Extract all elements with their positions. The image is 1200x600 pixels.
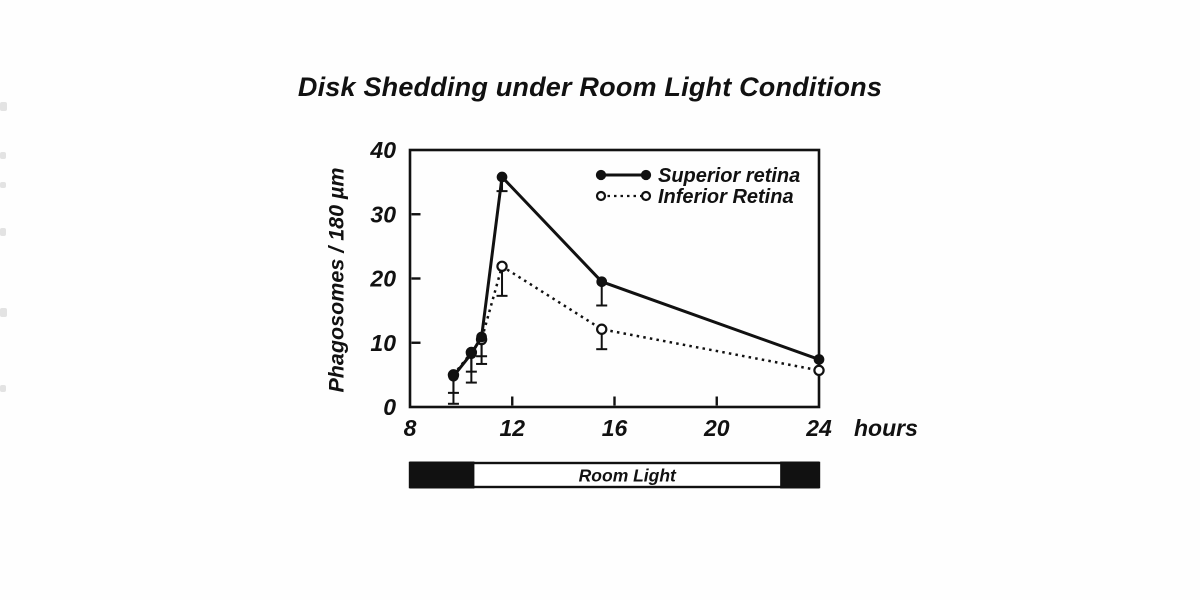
x-tick-label: 24: [805, 415, 832, 441]
chart-title: Disk Shedding under Room Light Condition…: [297, 72, 883, 102]
dark-segment: [409, 461, 475, 489]
scan-artifact: [0, 152, 6, 159]
series-inferior-retina: [447, 260, 825, 381]
x-tick-label: 16: [602, 415, 628, 441]
scan-artifact: [0, 385, 6, 392]
filled-circle-marker: [448, 370, 459, 382]
open-circle-marker: [595, 190, 607, 202]
filled-circle-marker: [813, 354, 825, 365]
series-superior-retina: [448, 171, 825, 382]
scan-artifact: [0, 228, 6, 236]
y-tick-label: 0: [383, 394, 396, 420]
y-tick-label: 40: [369, 137, 396, 163]
x-tick-label: 8: [404, 415, 417, 441]
scan-artifact: [0, 102, 7, 111]
x-tick-label: 12: [499, 415, 525, 441]
filled-circle-marker: [466, 348, 477, 360]
open-circle-marker: [813, 364, 825, 377]
room-light-label: Room Light: [579, 466, 677, 486]
open-circle-marker: [640, 190, 652, 202]
filled-circle-marker: [595, 169, 607, 181]
legend-label: Inferior Retina: [658, 186, 794, 208]
y-tick-label: 30: [370, 201, 396, 227]
scan-artifact: [0, 182, 6, 188]
filled-circle-marker: [476, 331, 487, 343]
dashed-line: [452, 265, 820, 376]
y-axis-title: Phagosomes / 180 µm: [324, 167, 349, 393]
filled-circle-marker: [596, 276, 608, 288]
light-bar-outline: [408, 461, 821, 489]
dark-segment: [780, 461, 820, 489]
filled-circle-marker: [640, 169, 652, 181]
x-tick-label: 20: [703, 415, 730, 441]
filled-circle-marker: [496, 171, 508, 183]
legend-label: Superior retina: [658, 165, 800, 187]
x-axis-unit-label: hours: [854, 415, 918, 441]
y-tick-label: 20: [369, 266, 396, 292]
y-tick-label: 10: [370, 330, 396, 356]
open-circle-marker: [496, 260, 508, 272]
scan-artifact: [0, 308, 7, 317]
plot-border: [408, 148, 821, 409]
light-dark-bar: Room Light: [408, 461, 821, 489]
open-circle-marker: [596, 323, 608, 335]
